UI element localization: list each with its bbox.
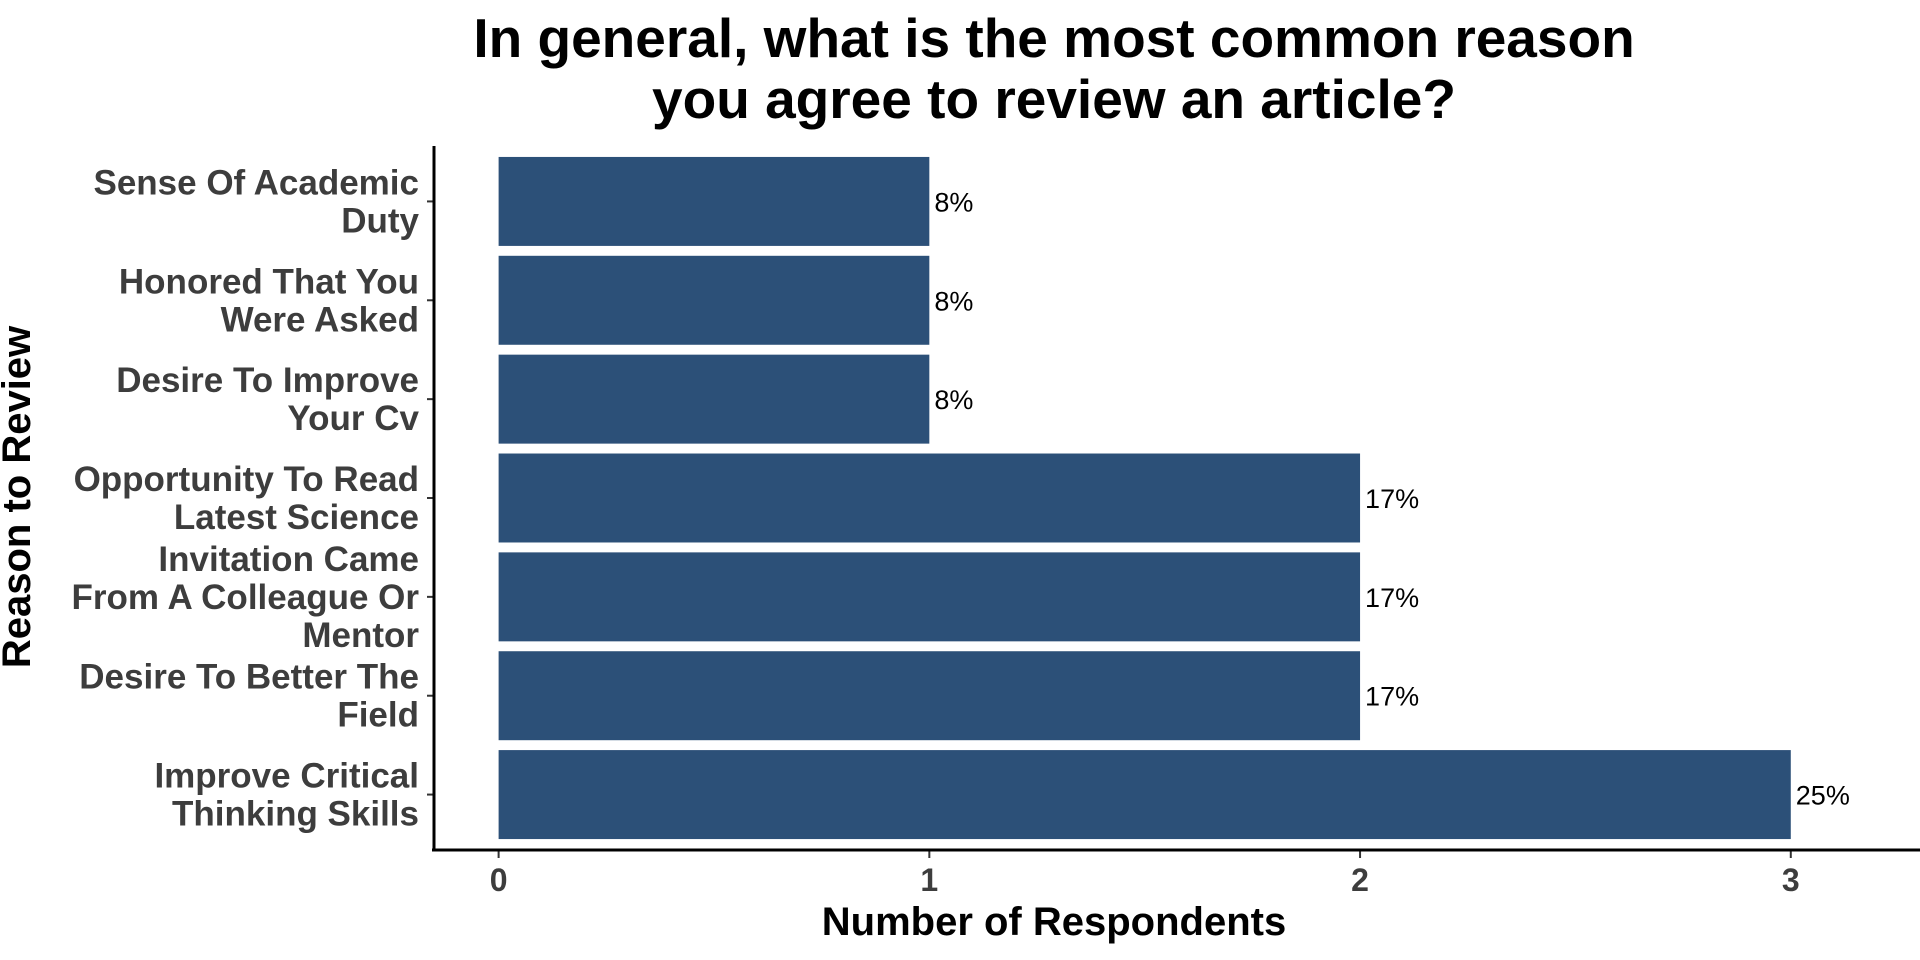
y-tick-label-line: Mentor — [302, 616, 419, 655]
bar — [498, 651, 1361, 741]
y-tick-label-line: Invitation Came — [158, 540, 419, 579]
y-tick-label-line: Field — [337, 696, 419, 735]
bar — [498, 156, 930, 246]
data-label: 8% — [934, 187, 973, 217]
y-tick-label-line: Your Cv — [287, 399, 419, 438]
x-tick-label: 2 — [1351, 862, 1369, 898]
y-tick-label-line: Latest Science — [174, 498, 419, 537]
y-tick-label: Invitation Came From A Colleague Or Mentor — [72, 540, 420, 655]
y-tick-label-line: Were Asked — [221, 300, 419, 339]
x-tick-label: 3 — [1782, 862, 1800, 898]
data-label: 8% — [934, 286, 973, 316]
data-label: 17% — [1365, 484, 1419, 514]
category-labels-group: Sense Of Academic Duty Honored That You Wer… — [72, 163, 420, 833]
y-tick-label-line: Opportunity To Read — [74, 460, 419, 499]
bar — [498, 354, 930, 444]
data-label: 17% — [1365, 583, 1419, 613]
chart-title-line-2: you agree to review an article? — [652, 68, 1456, 130]
data-label: 25% — [1796, 781, 1850, 811]
y-tick-label: Opportunity To Read Latest Science — [74, 460, 419, 537]
y-tick-label: Honored That You Were Asked — [119, 262, 419, 339]
x-tick-label: 1 — [920, 862, 938, 898]
y-tick-label-line: Sense Of Academic — [93, 163, 419, 202]
y-tick-label: Improve Critical Thinking Skills — [154, 757, 419, 834]
y-tick-label: Desire To Improve Your Cv — [116, 361, 419, 438]
y-tick-label-line: Duty — [341, 201, 419, 240]
y-tick-label: Sense Of Academic Duty — [93, 163, 419, 240]
data-label: 8% — [934, 385, 973, 415]
data-label: 17% — [1365, 682, 1419, 712]
y-tick-label-line: From A Colleague Or — [72, 578, 420, 617]
x-tick-label: 0 — [490, 862, 508, 898]
y-tick-label: Desire To Better The Field — [79, 658, 419, 735]
y-tick-label-line: Desire To Improve — [116, 361, 419, 400]
bar — [498, 552, 1361, 642]
y-tick-label-line: Honored That You — [119, 262, 419, 301]
y-axis-title: Reason to Review — [0, 325, 39, 668]
chart-title-line-1: In general, what is the most common reas… — [473, 7, 1634, 69]
y-tick-label-line: Improve Critical — [154, 757, 419, 796]
bar — [498, 750, 1791, 840]
bar — [498, 255, 930, 345]
y-tick-label-line: Desire To Better The — [79, 658, 419, 697]
x-axis-title: Number of Respondents — [822, 900, 1286, 944]
bars-group: 8% 8% 8% 17% 17% 17% 25% — [498, 156, 1850, 840]
y-tick-label-line: Thinking Skills — [172, 795, 419, 834]
bar — [498, 453, 1361, 543]
